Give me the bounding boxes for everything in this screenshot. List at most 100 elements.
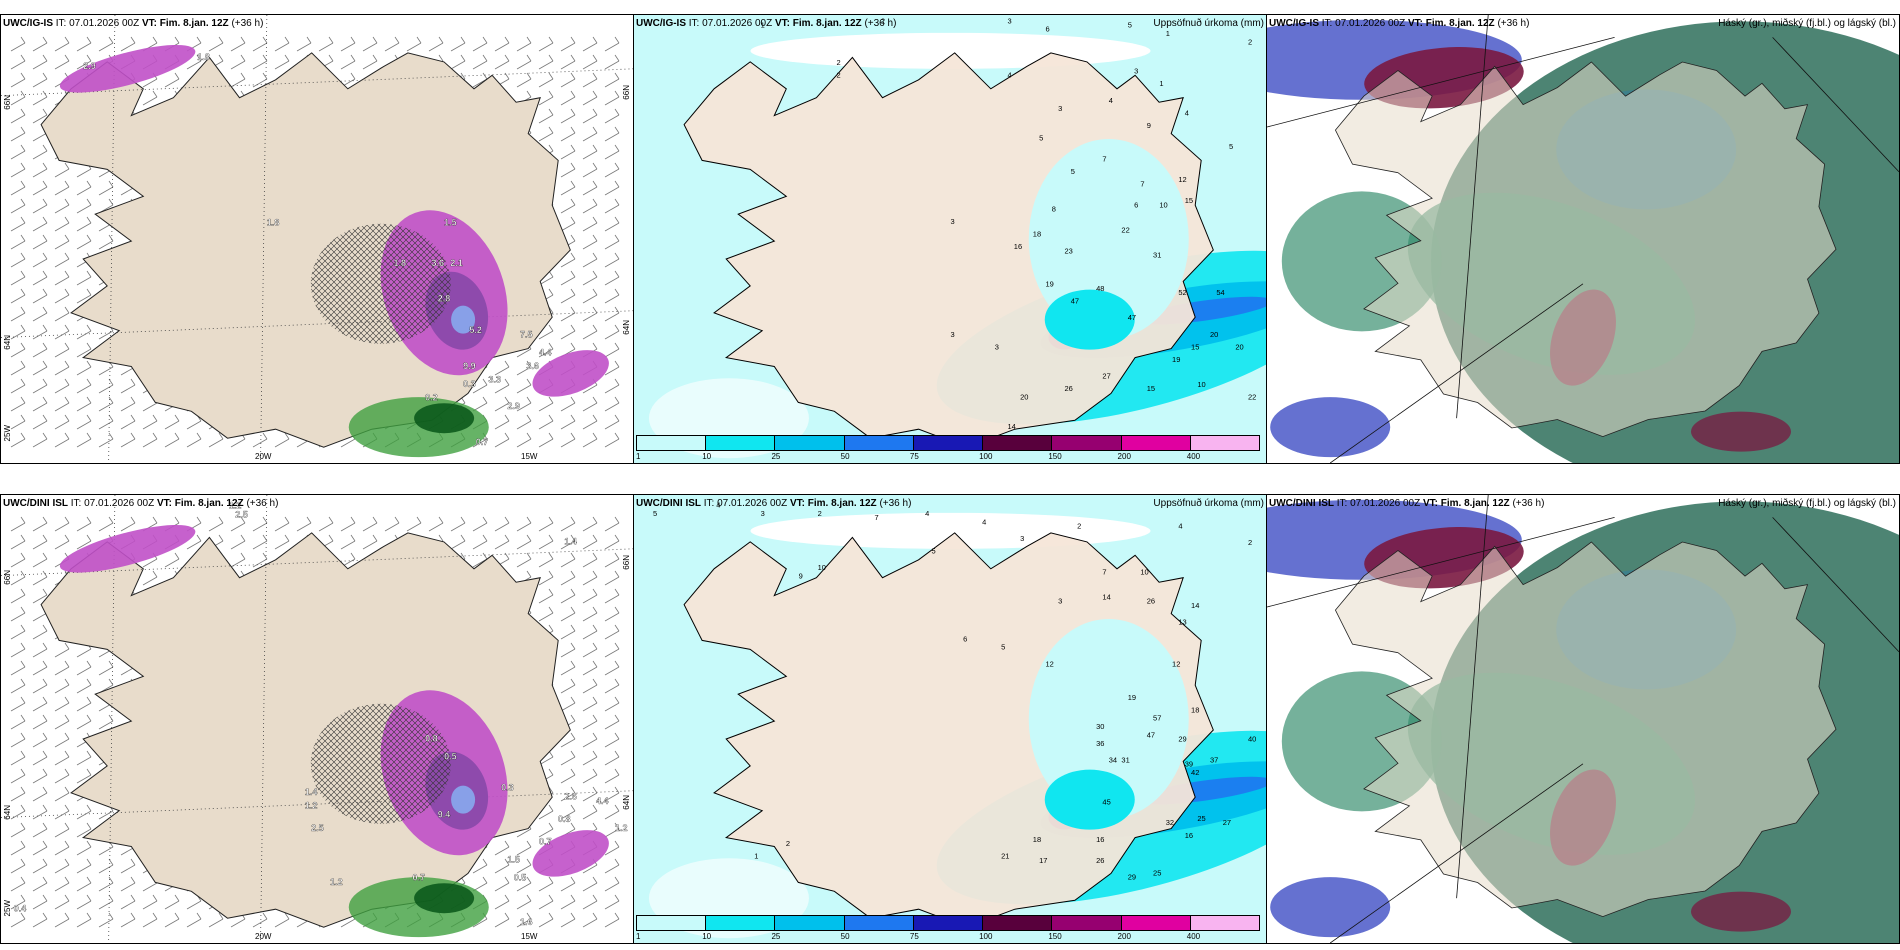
precip-total-label: 12 <box>1045 659 1053 668</box>
wind-barb <box>208 912 224 928</box>
wind-barb <box>604 588 620 604</box>
wind-barb <box>76 804 92 820</box>
precip-total-label: 5 <box>653 509 657 518</box>
precip-total-label: 3 <box>1134 67 1138 76</box>
wind-barb <box>494 36 510 52</box>
wind-barb <box>560 606 576 622</box>
wind-barb <box>582 750 598 766</box>
wind-barb <box>604 714 620 730</box>
wind-barb <box>10 306 26 322</box>
graticule-line <box>1 68 634 97</box>
wind-barb <box>76 432 92 448</box>
wind-barb <box>516 360 532 376</box>
wind-barb <box>10 768 26 784</box>
precip-total-label: 19 <box>1128 693 1136 702</box>
wind-barb <box>560 660 576 676</box>
wind-barb <box>516 72 532 88</box>
wind-barb <box>604 804 620 820</box>
wind-barb <box>10 534 26 550</box>
precip-value-label: 0.3 <box>463 379 476 389</box>
wind-barb <box>10 894 26 910</box>
wind-barb <box>340 36 356 52</box>
wind-barb <box>516 840 532 856</box>
wind-barb <box>274 36 290 52</box>
precip-over-land <box>1028 139 1189 350</box>
colorbar-swatch <box>912 435 984 451</box>
wind-barb <box>560 786 576 802</box>
precip-value-label: 1.2 <box>615 823 628 833</box>
precip-value-label: 0.2 <box>425 392 438 402</box>
wind-barb <box>472 396 488 412</box>
wind-barb <box>604 324 620 340</box>
precip-total-label: 15 <box>1147 384 1155 393</box>
colorbar-swatch <box>1189 435 1260 451</box>
precip-total-label: 5 <box>1229 142 1233 151</box>
wind-barb <box>604 216 620 232</box>
colorbar-tick-label: 100 <box>979 452 993 461</box>
lat-label-64n-right: 64N <box>622 795 631 810</box>
wind-barb <box>10 216 26 232</box>
wind-barb <box>582 732 598 748</box>
wind-barb <box>10 72 26 88</box>
wind-barb <box>560 162 576 178</box>
precip-total-label: 29 <box>1128 873 1136 882</box>
wind-barb <box>538 108 554 124</box>
wind-barb <box>32 714 48 730</box>
precip-total-label: 17 <box>1039 856 1047 865</box>
wind-barb <box>54 858 70 874</box>
wind-barb <box>362 54 378 70</box>
wind-barb <box>32 396 48 412</box>
precip-value-label: 1.5 <box>444 218 457 228</box>
wind-barb <box>560 216 576 232</box>
colorbar-swatch <box>982 915 1053 931</box>
precip-total-label: 34 <box>1109 756 1117 765</box>
wind-barb <box>10 804 26 820</box>
wind-barb <box>186 432 202 448</box>
wind-barb <box>76 324 92 340</box>
wind-barb <box>230 516 246 532</box>
wind-barb <box>472 858 488 874</box>
precip-total-label: 6 <box>963 634 967 643</box>
wind-barb <box>274 54 290 70</box>
precip-total-label: 10 <box>1197 380 1205 389</box>
precip-total-label: 54 <box>1216 288 1224 297</box>
panel-dini-precip: 5 4 3 2 7 4 4 3 2 4 2 9 10 5 6 5 12 3 7 10 14 26 14 13 12 18 19 57 4… <box>633 494 1268 944</box>
wind-barb <box>560 90 576 106</box>
wind-barb <box>54 840 70 856</box>
precip-total-label: 15 <box>1191 342 1199 351</box>
wind-barb <box>560 804 576 820</box>
precip-value-label: 9.4 <box>438 810 451 820</box>
graticule-line <box>260 495 268 943</box>
wind-barb <box>604 696 620 712</box>
wind-barb <box>54 360 70 376</box>
wind-barb <box>604 432 620 448</box>
colorbar-swatch <box>912 915 984 931</box>
iceland-outline <box>1334 61 1837 438</box>
wind-barb <box>582 198 598 214</box>
precip-total-label: 2 <box>837 58 841 67</box>
wind-barb <box>76 234 92 250</box>
graticule-line <box>108 495 116 943</box>
wind-barb <box>120 432 136 448</box>
wind-barb <box>450 516 466 532</box>
wind-barb <box>560 198 576 214</box>
wind-barb <box>516 396 532 412</box>
precip-total-label: 4 <box>982 517 986 526</box>
wind-barb <box>54 894 70 910</box>
projection-line <box>1772 517 1899 653</box>
wind-barb <box>582 552 598 568</box>
wind-barb <box>538 324 554 340</box>
hatch-area <box>310 703 451 824</box>
panel-dini-clouds: UWC/DINI ISL IT: 07.01.2026 00Z VT: Fim.… <box>1266 494 1900 944</box>
precip-total-label: 47 <box>1128 313 1136 322</box>
wind-barb <box>10 288 26 304</box>
wind-barb <box>76 750 92 766</box>
wind-barb <box>76 180 92 196</box>
wind-barb <box>582 270 598 286</box>
wind-barb <box>604 516 620 532</box>
wind-barb <box>560 270 576 286</box>
wind-barb <box>604 126 620 142</box>
precip-total-label: 3 <box>1007 16 1011 25</box>
wind-barb <box>252 516 268 532</box>
precip-value-label: 1.2 <box>305 801 318 811</box>
